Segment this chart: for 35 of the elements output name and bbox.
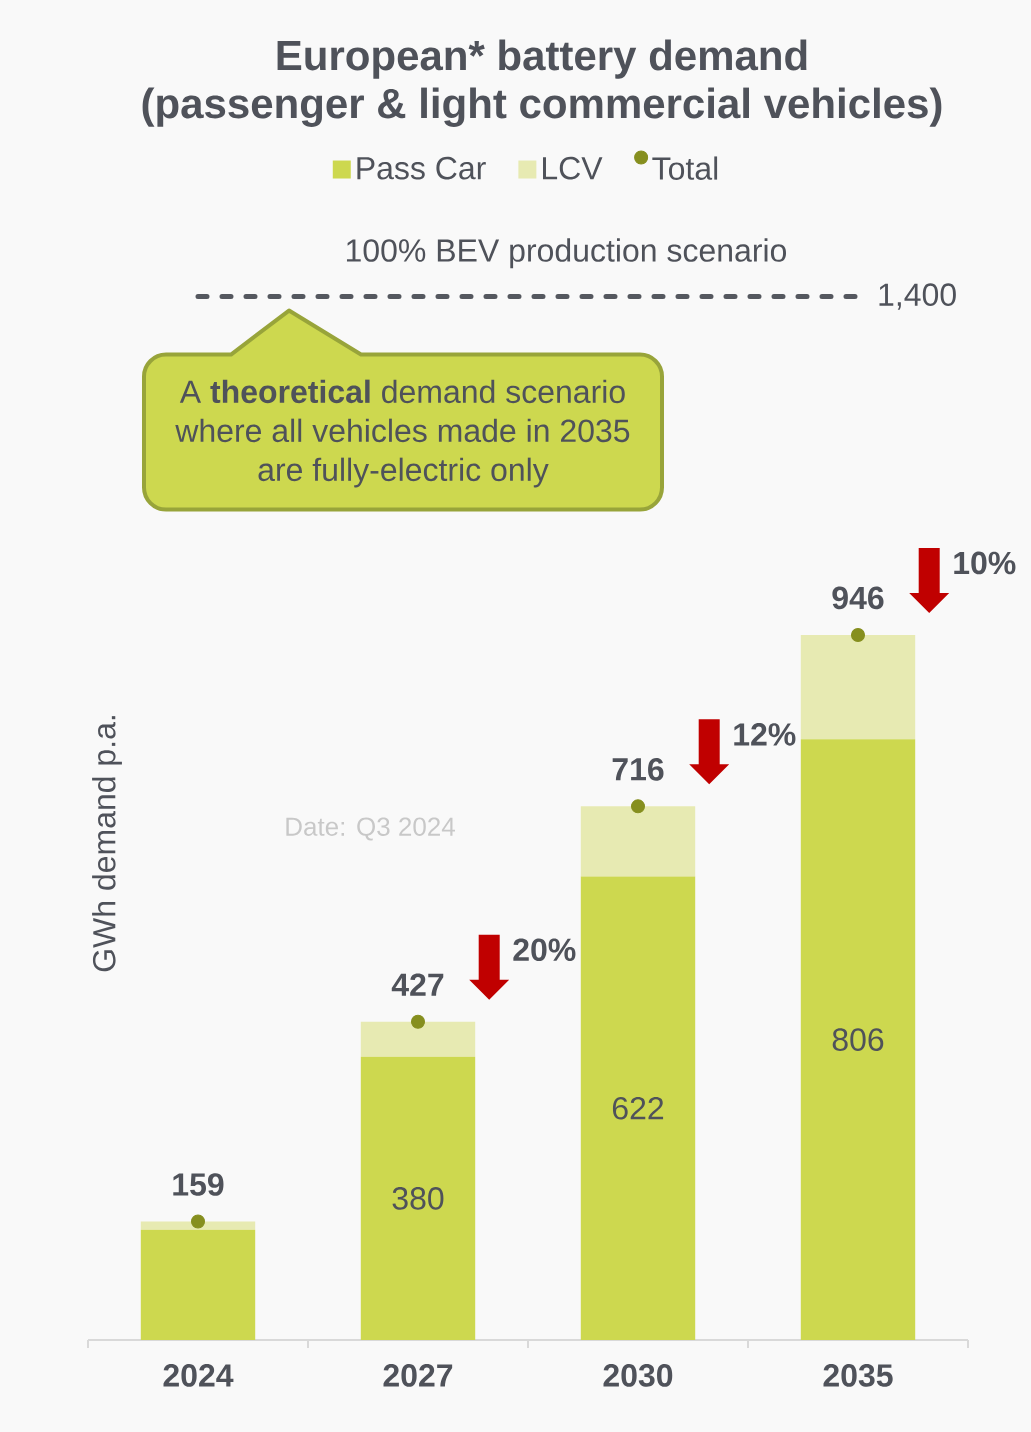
bar <box>360 1021 476 1057</box>
data-label: 806 <box>832 1028 884 1051</box>
legend-label: LCV <box>543 156 603 180</box>
data-label: 946 <box>832 586 884 610</box>
text: (passenger & light commercial vehicles) <box>142 87 942 127</box>
bar <box>140 1221 256 1230</box>
point <box>191 1214 205 1229</box>
annotation: 10% <box>954 551 1016 575</box>
ref-line-label: 1,400 <box>879 283 956 310</box>
legend-label: Pass Car <box>357 156 486 180</box>
x-tick-label: 2035 <box>823 1364 893 1387</box>
point <box>411 1014 425 1029</box>
bar <box>800 634 916 740</box>
y-axis-title: GWh demand p.a. <box>92 716 122 972</box>
annotation: 12% <box>734 723 796 746</box>
annotation: A theoretical demand scenario where all vehicles made in 2035 are fully-electric only <box>175 379 630 488</box>
bar <box>800 739 916 1341</box>
annotation: 20% <box>513 938 576 962</box>
x-tick-label: 2024 <box>163 1364 234 1387</box>
bar <box>140 1229 256 1341</box>
data-label: 159 <box>173 1173 224 1196</box>
data-label: 380 <box>392 1187 444 1210</box>
data-label: 427 <box>391 973 444 996</box>
data-label: 716 <box>612 758 664 781</box>
data-label: 622 <box>612 1096 664 1120</box>
bar <box>360 1056 476 1341</box>
point <box>631 799 645 814</box>
x-tick-label: 2030 <box>603 1364 673 1387</box>
point <box>851 627 865 642</box>
legend-label: Total <box>652 156 718 180</box>
bar <box>580 876 696 1341</box>
bar <box>580 806 696 877</box>
x-tick-label: 2027 <box>383 1364 453 1387</box>
annotation: 100% BEV production scenario <box>346 238 787 269</box>
chart-title: European* battery demand <box>277 39 807 79</box>
